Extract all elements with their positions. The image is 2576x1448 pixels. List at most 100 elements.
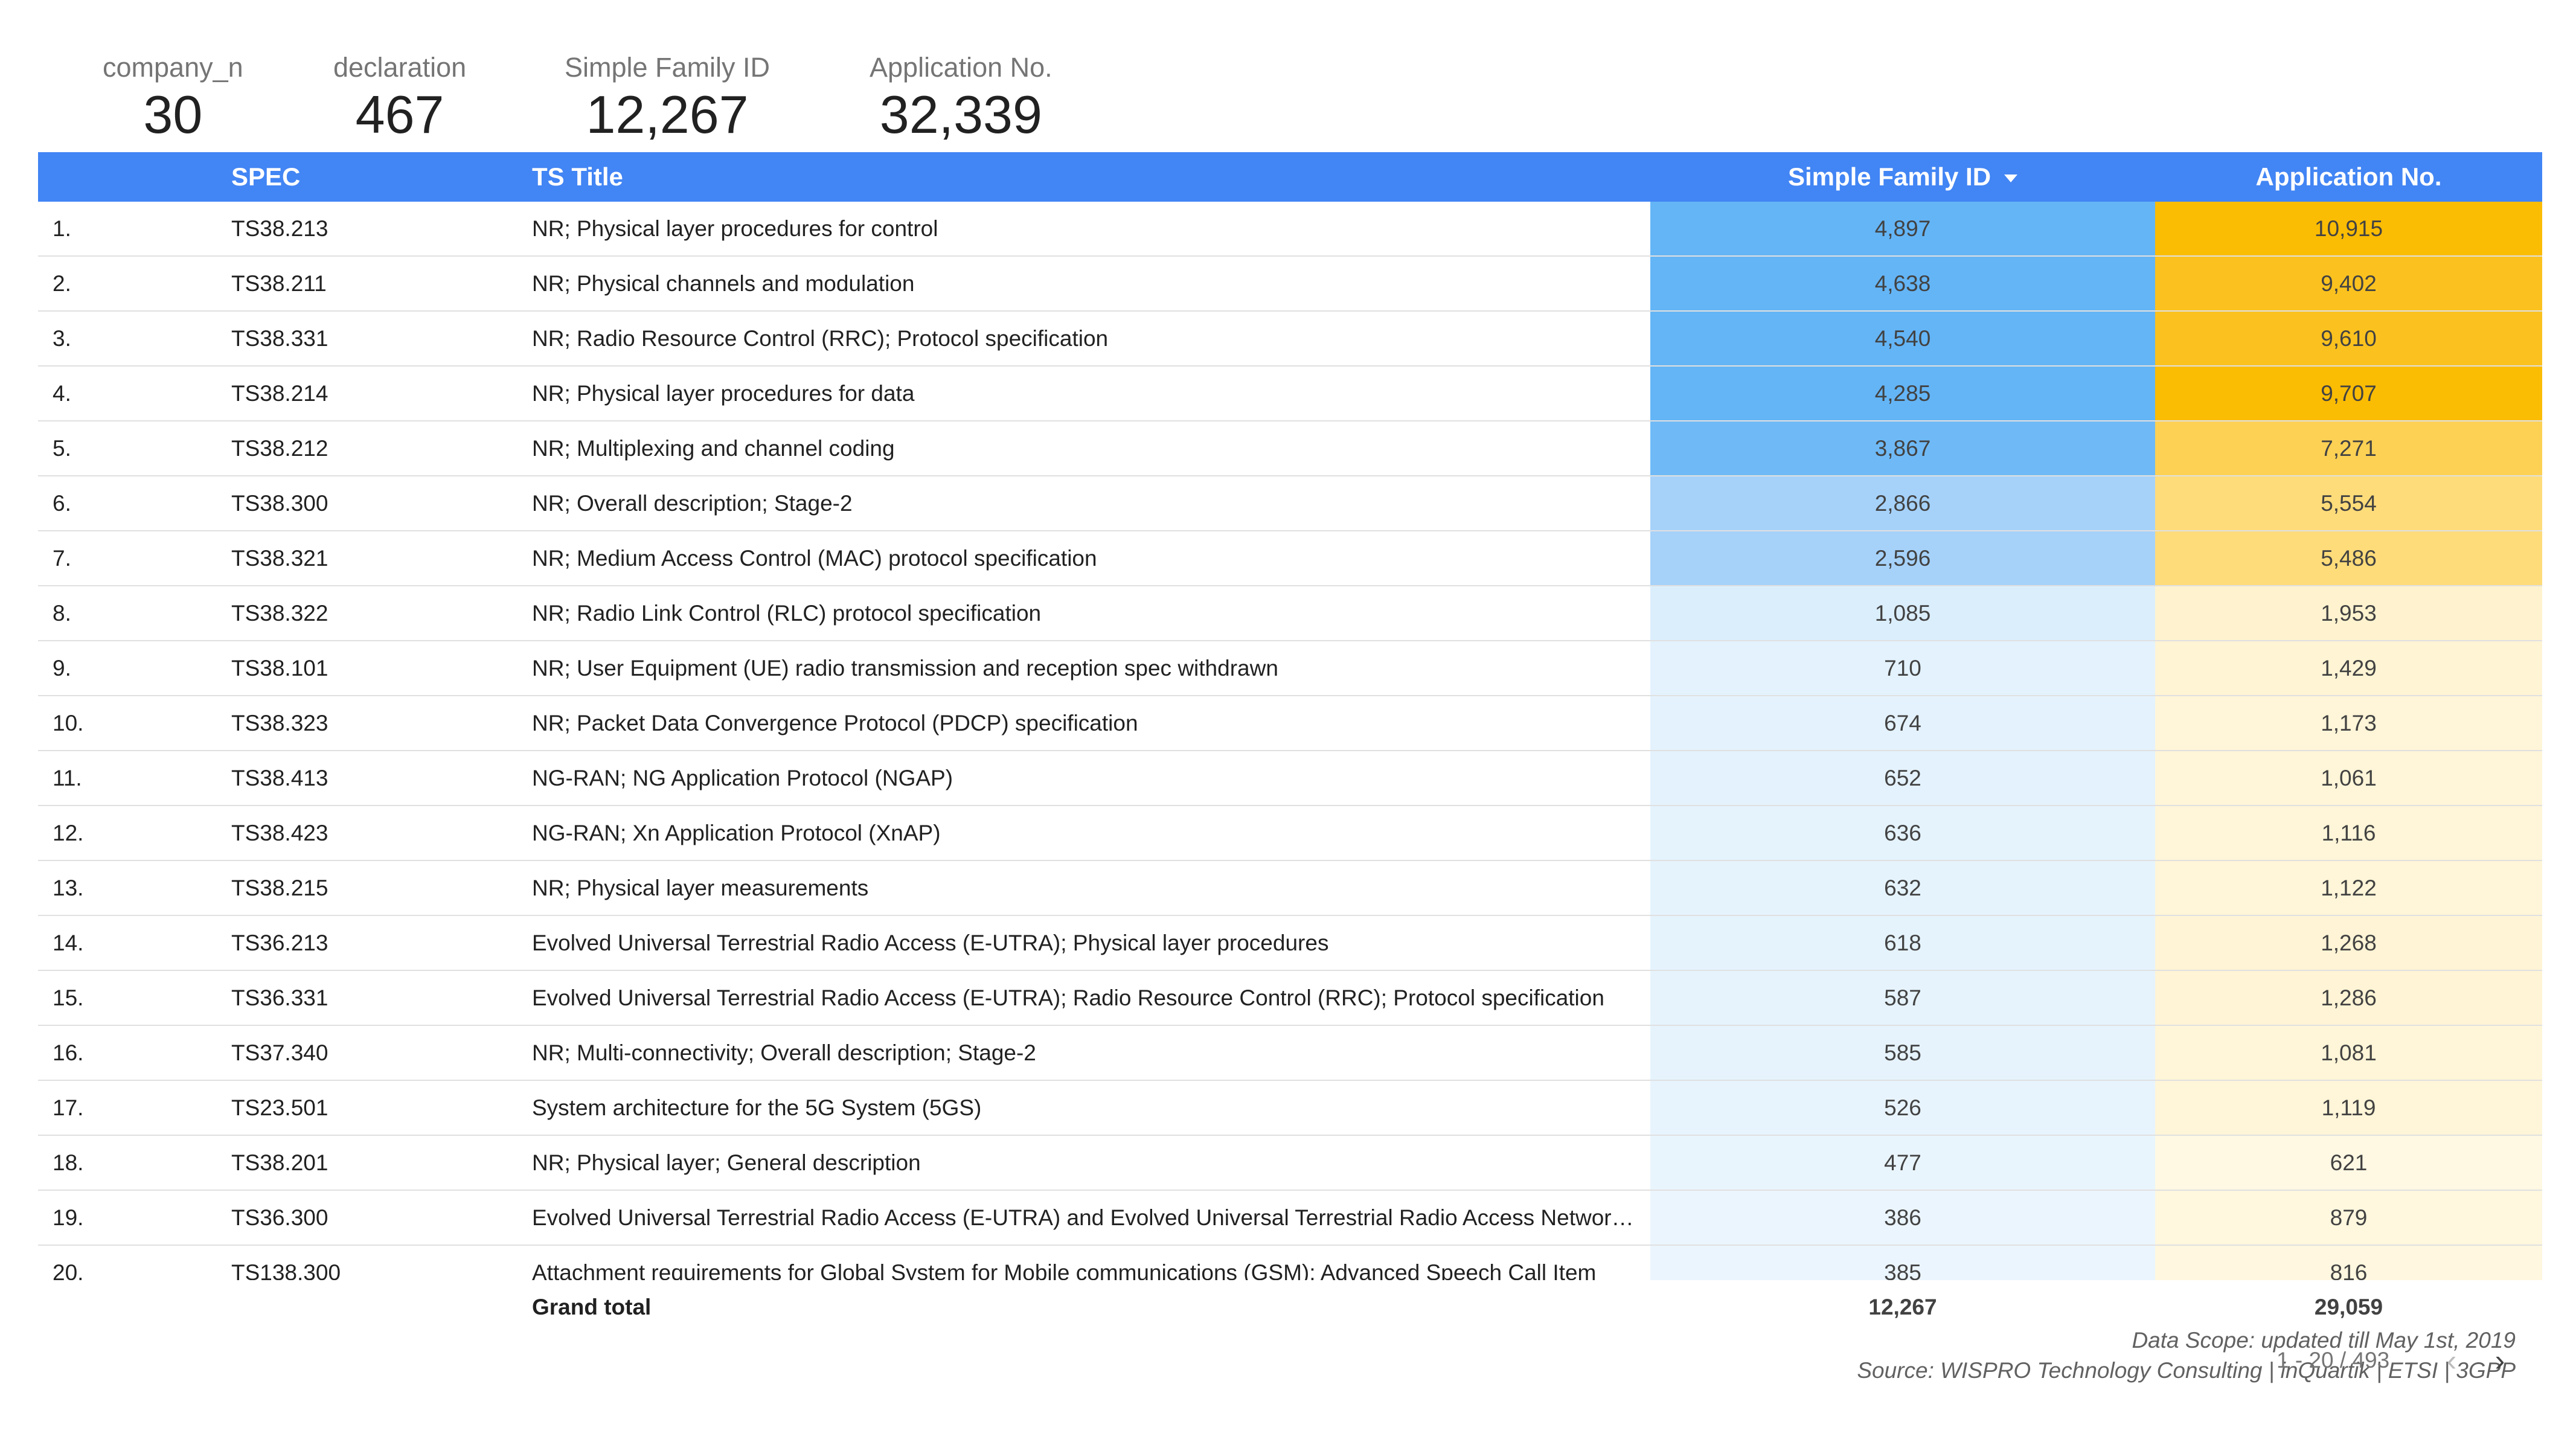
- table-body: 1. TS38.213 NR; Physical layer procedures …: [38, 202, 2542, 1280]
- application-no-cell: 621: [2155, 1136, 2542, 1190]
- spec-cell: TS36.331: [231, 985, 328, 1010]
- grand-total-simple-family-id: 12,267: [1868, 1295, 1937, 1319]
- row-index: 16.: [53, 1040, 84, 1065]
- simple-family-id-cell: 587: [1650, 971, 2155, 1025]
- data-scope-note: Data Scope: updated till May 1st, 2019 S…: [1857, 1325, 2516, 1386]
- table-row[interactable]: 19. TS36.300 Evolved Universal Terrestrial…: [38, 1191, 2542, 1246]
- simple-family-id-cell: 3,867: [1650, 421, 2155, 475]
- ts-title-cell: NR; Physical layer measurements: [532, 876, 869, 900]
- spec-cell: TS38.214: [231, 381, 328, 406]
- column-header-application-no[interactable]: Application No.: [2255, 162, 2442, 191]
- ts-title-cell: NR; Multi-connectivity; Overall descript…: [532, 1040, 1036, 1065]
- application-no-cell: 7,271: [2155, 421, 2542, 475]
- ts-title-cell: Evolved Universal Terrestrial Radio Acce…: [532, 985, 1604, 1010]
- ts-title-cell: NR; Physical layer; General description: [532, 1150, 921, 1175]
- ts-title-cell: NR; Medium Access Control (MAC) protocol…: [532, 546, 1097, 571]
- application-no-cell: 816: [2155, 1246, 2542, 1280]
- row-index: 12.: [53, 821, 84, 845]
- simple-family-id-cell: 674: [1650, 696, 2155, 750]
- scorecard-declaration: declaration 467: [333, 50, 466, 144]
- scorecard-label: Application No.: [870, 52, 1053, 83]
- ts-title-cell: NR; Multiplexing and channel coding: [532, 436, 895, 461]
- table-header: SPEC TS Title Simple Family ID Applicati…: [38, 152, 2542, 202]
- ts-title-cell: NR; User Equipment (UE) radio transmissi…: [532, 656, 1278, 681]
- spec-cell: TS38.211: [231, 271, 327, 296]
- simple-family-id-cell: 4,285: [1650, 367, 2155, 420]
- row-index: 10.: [53, 711, 84, 735]
- scorecard-value: 30: [143, 85, 203, 144]
- table-row[interactable]: 8. TS38.322 NR; Radio Link Control (RLC) p…: [38, 586, 2542, 641]
- ts-title-cell: NR; Packet Data Convergence Protocol (PD…: [532, 711, 1138, 735]
- row-index: 9.: [53, 656, 71, 681]
- table-row[interactable]: 16. TS37.340 NR; Multi-connectivity; Overa…: [38, 1026, 2542, 1081]
- spec-cell: TS23.501: [231, 1095, 328, 1120]
- spec-cell: TS36.300: [231, 1205, 328, 1230]
- spec-cell: TS38.101: [231, 656, 328, 681]
- application-no-cell: 1,429: [2155, 641, 2542, 695]
- table-row[interactable]: 2. TS38.211 NR; Physical channels and modu…: [38, 257, 2542, 312]
- table-row[interactable]: 4. TS38.214 NR; Physical layer procedures …: [38, 367, 2542, 421]
- grand-total-row: Grand total 12,267 29,059: [38, 1280, 2542, 1334]
- simple-family-id-cell: 636: [1650, 806, 2155, 860]
- spec-table: SPEC TS Title Simple Family ID Applicati…: [38, 152, 2542, 1280]
- table-row[interactable]: 10. TS38.323 NR; Packet Data Convergence P…: [38, 696, 2542, 751]
- table-row[interactable]: 14. TS36.213 Evolved Universal Terrestrial…: [38, 916, 2542, 971]
- ts-title-cell: Evolved Universal Terrestrial Radio Acce…: [532, 1205, 1637, 1230]
- table-row[interactable]: 12. TS38.423 NG-RAN; Xn Application Protoc…: [38, 806, 2542, 861]
- row-index: 18.: [53, 1150, 84, 1175]
- ts-title-cell: NR; Physical channels and modulation: [532, 271, 915, 296]
- row-index: 20.: [53, 1260, 84, 1280]
- application-no-cell: 9,610: [2155, 312, 2542, 365]
- scorecard-label: company_n: [103, 52, 243, 83]
- simple-family-id-cell: 385: [1650, 1246, 2155, 1280]
- simple-family-id-cell: 386: [1650, 1191, 2155, 1245]
- chevron-left-icon[interactable]: ‹: [2446, 1344, 2457, 1377]
- spec-cell: TS138.300: [231, 1260, 341, 1280]
- spec-cell: TS38.213: [231, 216, 328, 241]
- simple-family-id-cell: 2,596: [1650, 531, 2155, 585]
- column-header-spec[interactable]: SPEC: [231, 162, 301, 191]
- grand-total-label: Grand total: [532, 1295, 652, 1319]
- table-row[interactable]: 11. TS38.413 NG-RAN; NG Application Protoc…: [38, 751, 2542, 806]
- scorecard-label: Simple Family ID: [565, 52, 771, 83]
- table-row[interactable]: 6. TS38.300 NR; Overall description; Stage…: [38, 476, 2542, 531]
- table-row[interactable]: 18. TS38.201 NR; Physical layer; General d…: [38, 1136, 2542, 1191]
- column-header-ts-title[interactable]: TS Title: [532, 162, 623, 191]
- application-no-cell: 1,119: [2155, 1081, 2542, 1135]
- scorecard-value: 12,267: [586, 85, 749, 144]
- simple-family-id-cell: 4,540: [1650, 312, 2155, 365]
- ts-title-cell: NR; Radio Link Control (RLC) protocol sp…: [532, 601, 1042, 626]
- application-no-cell: 1,268: [2155, 916, 2542, 970]
- column-header-simple-family-id[interactable]: Simple Family ID: [1650, 152, 2155, 202]
- table-row[interactable]: 5. TS38.212 NR; Multiplexing and channel c…: [38, 421, 2542, 476]
- row-index: 14.: [53, 931, 84, 955]
- row-index: 13.: [53, 876, 84, 900]
- row-index: 6.: [53, 491, 71, 516]
- scorecard-label: declaration: [333, 52, 467, 83]
- row-index: 15.: [53, 985, 84, 1010]
- spec-cell: TS36.213: [231, 931, 328, 955]
- row-index: 19.: [53, 1205, 84, 1230]
- ts-title-cell: NG-RAN; NG Application Protocol (NGAP): [532, 766, 953, 790]
- table-row[interactable]: 13. TS38.215 NR; Physical layer measuremen…: [38, 861, 2542, 916]
- spec-cell: TS38.201: [231, 1150, 328, 1175]
- sort-descending-icon[interactable]: [2004, 175, 2018, 183]
- simple-family-id-cell: 4,897: [1650, 202, 2155, 255]
- row-index: 7.: [53, 546, 71, 571]
- table-row[interactable]: 17. TS23.501 System architecture for the 5…: [38, 1081, 2542, 1136]
- table-row[interactable]: 7. TS38.321 NR; Medium Access Control (MAC…: [38, 531, 2542, 586]
- chevron-right-icon[interactable]: ›: [2494, 1344, 2505, 1377]
- table-row[interactable]: 3. TS38.331 NR; Radio Resource Control (RR…: [38, 312, 2542, 367]
- spec-cell: TS38.215: [231, 876, 328, 900]
- table-row[interactable]: 9. TS38.101 NR; User Equipment (UE) radio …: [38, 641, 2542, 696]
- table-row[interactable]: 20. TS138.300 Attachment requirements for …: [38, 1246, 2542, 1280]
- table-row[interactable]: 1. TS38.213 NR; Physical layer procedures …: [38, 202, 2542, 257]
- simple-family-id-cell: 477: [1650, 1136, 2155, 1190]
- simple-family-id-cell: 4,638: [1650, 257, 2155, 310]
- simple-family-id-cell: 710: [1650, 641, 2155, 695]
- table-row[interactable]: 15. TS36.331 Evolved Universal Terrestrial…: [38, 971, 2542, 1026]
- application-no-cell: 1,173: [2155, 696, 2542, 750]
- application-no-cell: 9,707: [2155, 367, 2542, 420]
- application-no-cell: 1,953: [2155, 586, 2542, 640]
- spec-cell: TS38.321: [231, 546, 328, 571]
